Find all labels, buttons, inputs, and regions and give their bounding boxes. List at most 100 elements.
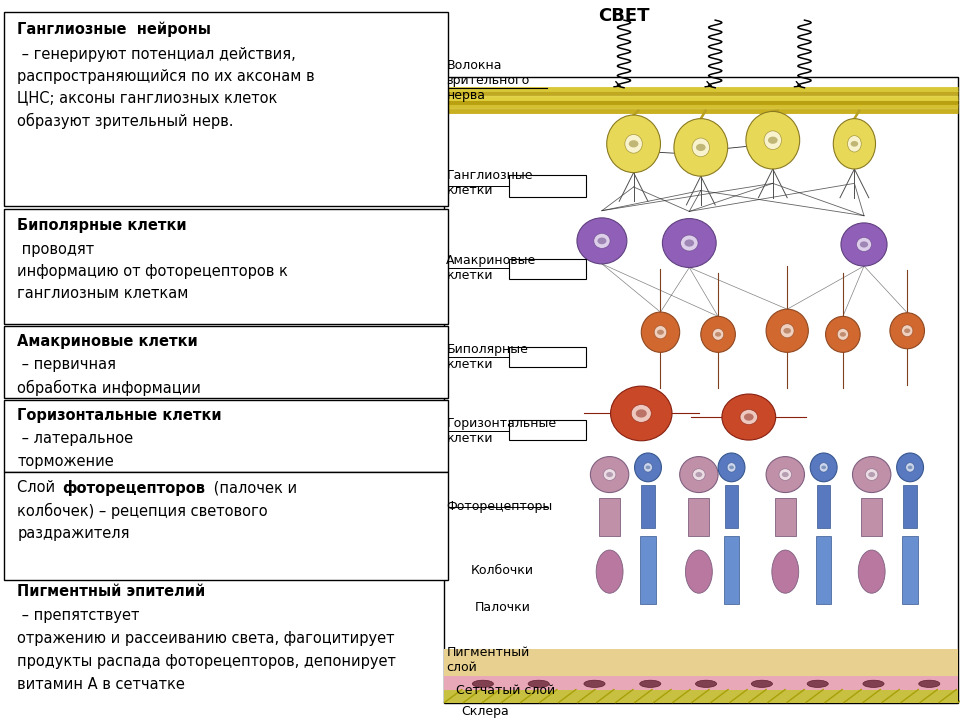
Circle shape (629, 140, 638, 148)
FancyBboxPatch shape (902, 536, 918, 604)
Circle shape (715, 332, 721, 337)
Ellipse shape (826, 316, 860, 352)
Text: Колбочки: Колбочки (470, 564, 534, 577)
FancyBboxPatch shape (641, 485, 655, 528)
Ellipse shape (905, 463, 915, 472)
Ellipse shape (607, 115, 660, 173)
Text: Ганглиозные
клетки: Ганглиозные клетки (446, 169, 533, 197)
Text: Горизонтальные
клетки: Горизонтальные клетки (446, 418, 557, 446)
Ellipse shape (866, 469, 878, 480)
Ellipse shape (472, 680, 493, 688)
Circle shape (840, 332, 846, 337)
Text: проводят: проводят (17, 242, 94, 256)
Text: обработка информации: обработка информации (17, 379, 202, 396)
FancyBboxPatch shape (4, 400, 448, 472)
Ellipse shape (641, 312, 680, 352)
Circle shape (597, 238, 607, 244)
FancyBboxPatch shape (640, 536, 656, 604)
Circle shape (744, 413, 754, 420)
FancyBboxPatch shape (775, 498, 796, 536)
Ellipse shape (919, 680, 940, 688)
Circle shape (907, 466, 913, 469)
Ellipse shape (819, 463, 828, 472)
Circle shape (768, 137, 778, 144)
Text: Сетчатый слой: Сетчатый слой (456, 684, 555, 697)
Ellipse shape (635, 453, 661, 482)
Text: образуют зрительный нерв.: образуют зрительный нерв. (17, 113, 234, 129)
Ellipse shape (740, 410, 757, 425)
FancyBboxPatch shape (444, 77, 958, 703)
Text: Пигментный эпителий: Пигментный эпителий (17, 584, 205, 599)
FancyBboxPatch shape (509, 259, 586, 279)
Text: Горизонтальные клетки: Горизонтальные клетки (17, 408, 222, 423)
Ellipse shape (584, 680, 605, 688)
FancyBboxPatch shape (444, 649, 958, 678)
Ellipse shape (727, 463, 736, 472)
Ellipse shape (810, 453, 837, 482)
Ellipse shape (718, 453, 745, 482)
Circle shape (729, 466, 734, 469)
Ellipse shape (837, 328, 849, 340)
FancyBboxPatch shape (4, 12, 448, 206)
Text: отражению и рассеиванию света, фагоцитирует: отражению и рассеиванию света, фагоцитир… (17, 631, 395, 646)
Text: Палочки: Палочки (475, 601, 531, 614)
FancyBboxPatch shape (444, 676, 958, 690)
Ellipse shape (712, 328, 724, 340)
Ellipse shape (897, 453, 924, 482)
Circle shape (781, 472, 789, 477)
Ellipse shape (662, 219, 716, 268)
Text: – препятствует: – препятствует (17, 608, 139, 623)
Ellipse shape (780, 324, 794, 338)
Circle shape (696, 144, 706, 151)
Ellipse shape (625, 135, 642, 153)
Text: – латеральное: – латеральное (17, 431, 133, 446)
Ellipse shape (674, 119, 728, 176)
Text: Биполярные клетки: Биполярные клетки (17, 218, 187, 233)
Ellipse shape (780, 469, 791, 480)
Circle shape (821, 466, 827, 469)
Ellipse shape (685, 550, 712, 593)
Ellipse shape (632, 405, 651, 423)
Text: информацию от фоторецепторов к: информацию от фоторецепторов к (17, 264, 288, 279)
Text: продукты распада фоторецепторов, депонирует: продукты распада фоторецепторов, депонир… (17, 654, 396, 669)
Ellipse shape (772, 550, 799, 593)
Text: колбочек) – рецепция светового: колбочек) – рецепция светового (17, 503, 268, 520)
Ellipse shape (833, 119, 876, 169)
Ellipse shape (611, 386, 672, 441)
Text: Фоторецепторы: Фоторецепторы (446, 500, 553, 513)
FancyBboxPatch shape (724, 536, 739, 604)
Text: – генерируют потенциал действия,: – генерируют потенциал действия, (17, 47, 296, 62)
Ellipse shape (858, 550, 885, 593)
Text: витамин А в сетчатке: витамин А в сетчатке (17, 677, 185, 692)
Text: Слой: Слой (17, 480, 60, 495)
Text: Ганглиозные  нейроны: Ганглиозные нейроны (17, 22, 211, 37)
Ellipse shape (764, 131, 781, 150)
Ellipse shape (590, 456, 629, 492)
Text: Амакриновые
клетки: Амакриновые клетки (446, 254, 537, 282)
Ellipse shape (901, 325, 913, 337)
Text: ганглиозным клеткам: ганглиозным клеткам (17, 286, 189, 301)
FancyBboxPatch shape (816, 536, 831, 604)
Text: СВЕТ: СВЕТ (598, 7, 650, 25)
Circle shape (904, 328, 910, 333)
Text: Волокна
зрительного
нерва: Волокна зрительного нерва (446, 59, 530, 102)
FancyBboxPatch shape (4, 210, 448, 323)
Circle shape (606, 472, 613, 477)
FancyBboxPatch shape (4, 325, 448, 398)
Text: раздражителя: раздражителя (17, 526, 130, 541)
Text: ЦНС; аксоны ганглиозных клеток: ЦНС; аксоны ганглиозных клеток (17, 91, 277, 106)
Circle shape (860, 241, 868, 248)
Circle shape (684, 240, 694, 247)
Text: Биполярные
клетки: Биполярные клетки (446, 343, 528, 372)
FancyBboxPatch shape (509, 420, 586, 440)
Ellipse shape (701, 316, 735, 352)
FancyBboxPatch shape (817, 485, 830, 528)
Circle shape (657, 330, 664, 335)
Text: Пигментный
слой: Пигментный слой (446, 646, 530, 674)
FancyBboxPatch shape (4, 472, 448, 580)
Ellipse shape (848, 135, 861, 152)
Ellipse shape (890, 312, 924, 348)
Ellipse shape (643, 463, 653, 472)
Circle shape (868, 472, 876, 477)
Ellipse shape (856, 238, 872, 251)
